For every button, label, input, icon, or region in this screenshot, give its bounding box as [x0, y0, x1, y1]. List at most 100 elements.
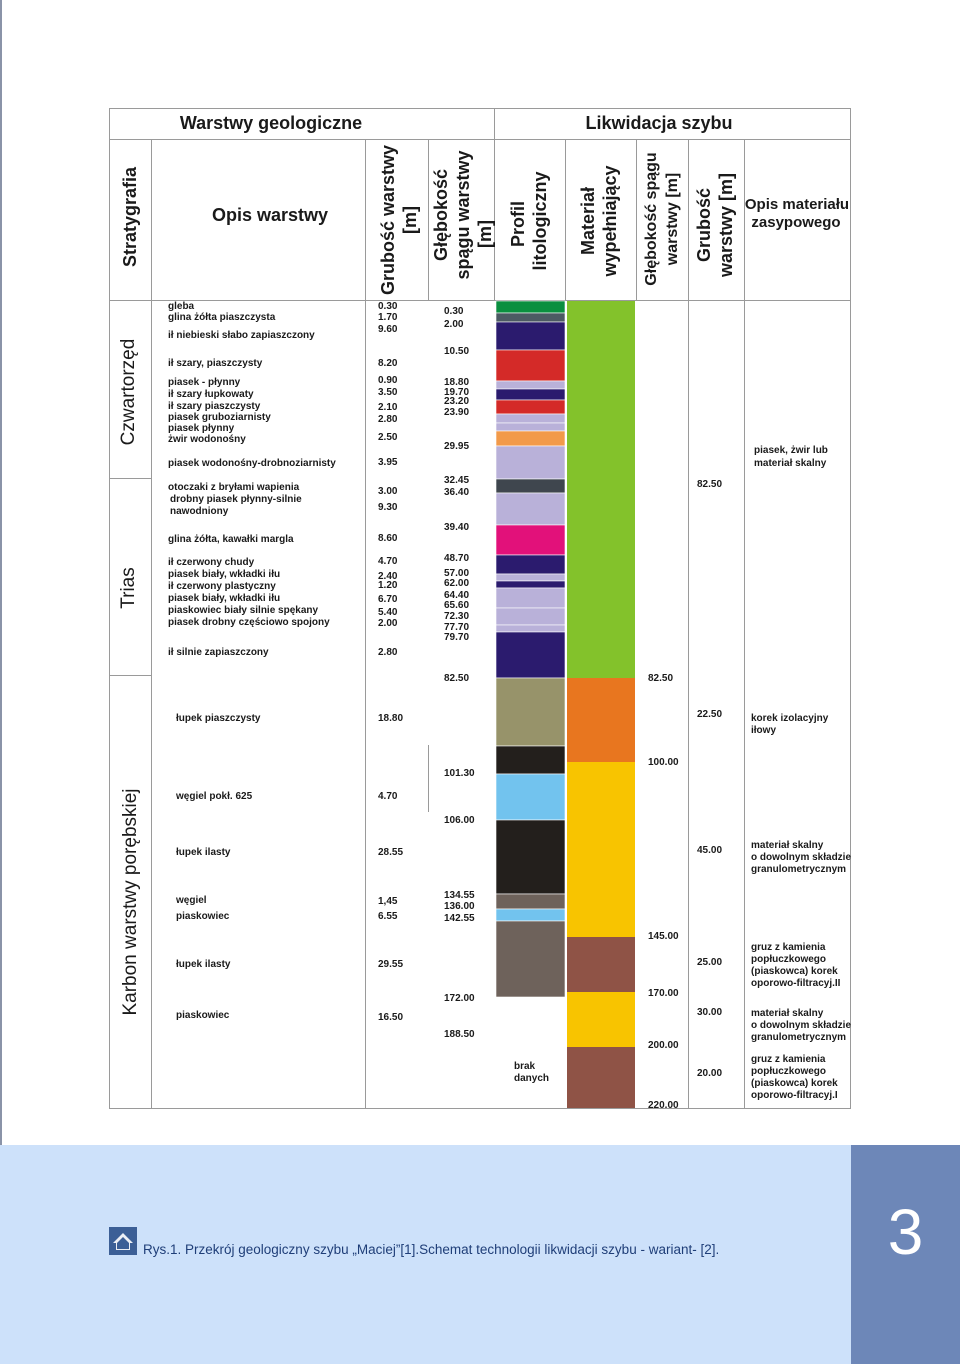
layer-depth: 23.90 [444, 407, 469, 418]
layer-label: glina żółta, kawałki margla [168, 534, 294, 545]
profile-bars [495, 300, 566, 998]
fill-thickness: 25.00 [697, 957, 722, 968]
fill-thickness: 30.00 [697, 1007, 722, 1018]
layer-thickness: 2.10 [378, 402, 398, 413]
fill-description: o dowolnym składzie [751, 852, 851, 863]
layer-label: gleba [168, 301, 195, 312]
layer-thickness: 0.90 [378, 375, 398, 386]
layer-label: ił niebieski słabo zapiaszczony [168, 330, 315, 341]
profile-layer [495, 422, 566, 432]
layer-depth: 77.70 [444, 622, 469, 633]
profile-layer [495, 380, 566, 390]
profile-layer [495, 587, 566, 609]
profile-layer [495, 388, 566, 401]
profile-layer [495, 445, 566, 480]
brak-danych-l1: brak [514, 1061, 536, 1072]
fill-description: oporowo-filtracyj.II [751, 978, 841, 989]
header-glebokosc-l3: [m] [475, 220, 495, 248]
layer-thickness: 29.55 [378, 959, 403, 970]
layer-thickness: 1.20 [378, 580, 398, 591]
profile-layer [495, 554, 566, 575]
header-glebokosc-l1: Głębokość [431, 169, 451, 261]
fill-layer [567, 937, 635, 992]
profile-layer [495, 580, 566, 589]
profile-layer [495, 399, 566, 415]
layer-label: otoczaki z bryłami wapienia [168, 482, 300, 493]
page-footer [0, 1145, 851, 1364]
profile-layer [495, 312, 566, 323]
fill-description: granulometrycznym [751, 1032, 846, 1043]
fill-thickness: 82.50 [697, 479, 722, 490]
header-grubosc2-l1: Grubość [694, 188, 714, 262]
fill-description: (piaskowca) korek [751, 966, 838, 977]
layer-depth: 2.00 [444, 319, 464, 330]
fill-depth: 82.50 [648, 673, 673, 684]
fill-depth: 100.00 [648, 757, 679, 768]
layer-depth: 32.45 [444, 475, 469, 486]
layer-label: piaskowiec biały silnie spękany [168, 605, 319, 616]
layer-thickness: 28.55 [378, 847, 403, 858]
profile-layer [495, 908, 566, 922]
layer-thickness: 2.40 [378, 571, 398, 582]
layer-depth: 142.55 [444, 913, 475, 924]
layer-thickness: 2.00 [378, 618, 398, 629]
layer-label: piaskowiec [176, 911, 230, 922]
layer-thickness: 9.60 [378, 324, 398, 335]
layer-depth: 48.70 [444, 553, 469, 564]
layer-depth: 101.30 [444, 768, 475, 779]
layer-depth: 23.20 [444, 396, 469, 407]
layer-label: łupek piaszczysty [176, 713, 261, 724]
layer-thickness: 9.30 [378, 502, 398, 513]
layer-label: drobny piasek płynny-silnie [170, 494, 302, 505]
fill-layer [567, 1047, 635, 1108]
fill-description: (piaskowca) korek [751, 1078, 838, 1089]
profile-layer [495, 677, 566, 747]
header-opismat-l1: Opis materiału [745, 196, 849, 213]
strata-trias: Trias [118, 567, 139, 609]
layer-depth: 72.30 [444, 611, 469, 622]
layer-label: piaskowiec [176, 1010, 230, 1021]
geological-profile-figure: Warstwy geologiczne Likwidacja szybu Str… [109, 108, 851, 1109]
layer-thickness: 1,45 [378, 896, 398, 907]
fill-description: popłuczkowego [751, 954, 826, 965]
layer-depth: 106.00 [444, 815, 475, 826]
page-number: 3 [887, 1196, 924, 1268]
header-glebokosc2-l2: warstwy [m] [664, 173, 681, 266]
layer-label: ił czerwony chudy [168, 557, 255, 568]
header-profil-l1: Profil [508, 201, 528, 247]
strata-karbon: Karbon warstwy porębskiej [120, 788, 141, 1015]
layer-thickness: 8.60 [378, 533, 398, 544]
layer-depth: 10.50 [444, 346, 469, 357]
layer-label: piasek - płynny [168, 377, 241, 388]
header-grubosc2-l2: warstwy [m] [716, 173, 736, 278]
figure-frame [109, 108, 851, 1109]
layer-thickness: 5.40 [378, 607, 398, 618]
layer-thickness: 2.80 [378, 414, 398, 425]
profile-layer [495, 573, 566, 582]
page-left-border [0, 0, 2, 1145]
layer-depth: 188.50 [444, 1029, 475, 1040]
profile-layer [495, 920, 566, 998]
layer-depth: 19.70 [444, 387, 469, 398]
fill-thickness: 22.50 [697, 709, 722, 720]
layer-label: węgiel [175, 895, 207, 906]
figure-caption: Rys.1. Przekrój geologiczny szybu „Macie… [143, 1242, 720, 1257]
layer-label: piasek gruboziarnisty [168, 412, 271, 423]
header-stratygrafia: Stratygrafia [120, 166, 140, 267]
layer-thickness: 4.70 [378, 556, 398, 567]
fill-description: gruz z kamienia [751, 1054, 826, 1065]
section-title-right: Likwidacja szybu [585, 113, 732, 133]
strata-czwartorzed: Czwartorzęd [118, 339, 139, 446]
layer-depth: 134.55 [444, 890, 475, 901]
layer-thickness: 18.80 [378, 713, 403, 724]
fill-description: materiał skalny [751, 1008, 824, 1019]
profile-layer [495, 745, 566, 775]
home-icon[interactable] [109, 1227, 137, 1255]
layer-thickness: 16.50 [378, 1012, 403, 1023]
layer-depth: 62.00 [444, 578, 469, 589]
layer-depth: 79.70 [444, 632, 469, 643]
header-opismat-l2: zasypowego [751, 214, 840, 231]
brak-danych-l2: danych [514, 1073, 549, 1084]
layer-depth: 82.50 [444, 673, 469, 684]
profile-layer [495, 413, 566, 424]
